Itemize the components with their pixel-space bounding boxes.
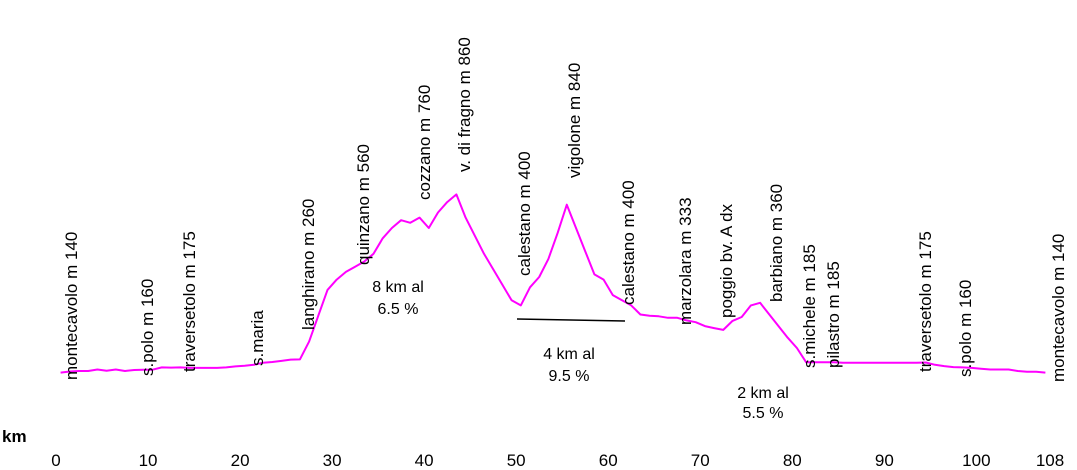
x-tick-label: 80: [783, 451, 802, 470]
x-tick-label: 50: [507, 451, 526, 470]
x-axis-label: km: [2, 427, 27, 446]
place-label: marzolara m 333: [676, 197, 695, 325]
place-label: v. di fragno m 860: [455, 37, 474, 172]
place-label: traversetolo m 175: [916, 231, 935, 372]
place-labels: montecavolo m 140 s.polo m 160 traversetol…: [62, 37, 1068, 382]
x-tick-label: 70: [691, 451, 710, 470]
x-axis-ticks: 0 10 20 30 40 50 60 70 80 90 100 108: [51, 451, 1064, 470]
x-tick-label: 0: [51, 451, 60, 470]
place-label: vigolone m 840: [565, 63, 584, 178]
place-label: calestano m 400: [619, 180, 638, 305]
gradient-annotation-line: 8 km al: [372, 279, 424, 296]
x-tick-label: 90: [875, 451, 894, 470]
x-tick-label: 20: [231, 451, 250, 470]
place-label: poggio bv. A dx: [717, 203, 736, 318]
x-tick-label: 108: [1036, 451, 1064, 470]
place-label: barbiano m 360: [767, 184, 786, 302]
place-label: traversetolo m 175: [180, 231, 199, 372]
x-tick-label: 30: [323, 451, 342, 470]
x-tick-label: 60: [599, 451, 618, 470]
x-tick-label: 40: [415, 451, 434, 470]
gradient-annotation-line: 9.5 %: [549, 368, 590, 385]
gradient-annotation-line: 2 km al: [737, 385, 789, 402]
x-tick-label: 10: [139, 451, 158, 470]
place-label: quinzano m 560: [354, 144, 373, 265]
gradient-annotation-line: 5.5 %: [743, 405, 784, 422]
place-label: montecavolo m 140: [62, 232, 81, 380]
gradient-annotations: 8 km al 6.5 % 4 km al 9.5 % 2 km al 5.5 %: [372, 279, 789, 422]
place-label: calestano m 400: [515, 151, 534, 276]
x-tick-label: 100: [962, 451, 990, 470]
calestano-reference-line: [516, 318, 626, 322]
place-label: pilastro m 185: [824, 261, 843, 368]
place-label: cozzano m 760: [415, 85, 434, 200]
place-label: s.maria: [248, 310, 267, 366]
place-label: s.polo m 160: [138, 279, 157, 376]
gradient-annotation-line: 4 km al: [543, 346, 595, 363]
gradient-annotation-line: 6.5 %: [378, 301, 419, 318]
place-label: montecavolo m 140: [1049, 234, 1068, 382]
place-label: s.michele m 185: [800, 244, 819, 368]
elevation-line: [60, 193, 1046, 374]
place-label: langhirano m 260: [299, 199, 318, 330]
place-label: s.polo m 160: [956, 280, 975, 377]
